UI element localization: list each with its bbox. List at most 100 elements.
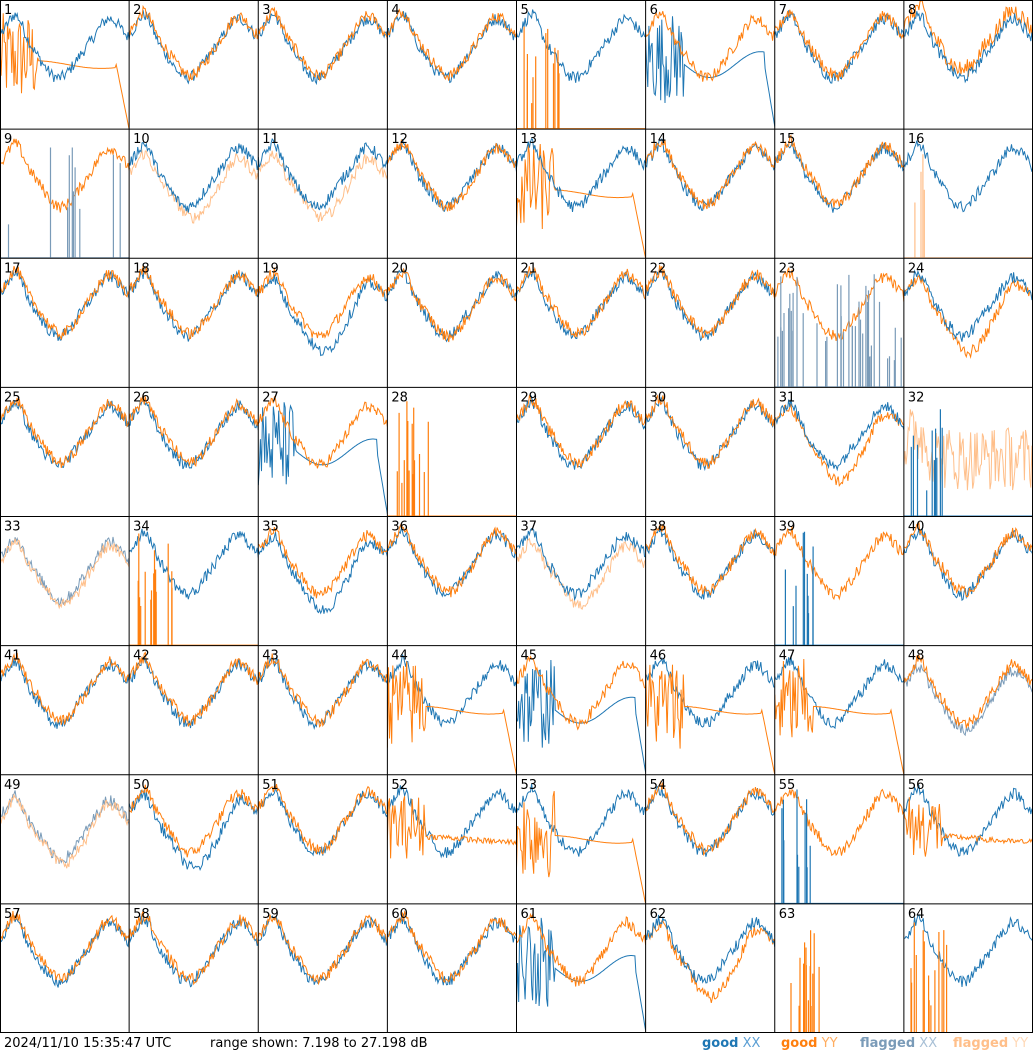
panel-63 [774,930,904,1033]
legend-flagged-yy-pol: YY [1012,1036,1029,1051]
series-good-xx [645,526,775,600]
panel-label-56: 56 [908,778,925,793]
series-good-yy [903,0,1033,77]
panel-label-37: 37 [521,520,538,535]
series-good-yy [516,394,646,468]
series-good-yy [0,652,130,725]
series-good-yy [903,274,1033,359]
panel-label-42: 42 [133,649,150,664]
panel-label-11: 11 [262,132,279,147]
panel-label-9: 9 [4,132,12,147]
series-good-yy [645,394,775,469]
panel-10 [129,141,259,224]
panel-15 [774,134,904,213]
series-good-yy [645,780,775,857]
panel-39 [774,526,904,646]
series-good-yy [774,788,904,857]
panel-label-54: 54 [650,778,667,793]
series-good-yy [258,653,388,728]
panel-label-24: 24 [908,261,925,276]
series-good-xx [516,9,646,83]
series-good-xx [903,11,1033,84]
panel-37 [516,527,646,610]
series-flagged-xx [0,790,130,864]
series-good-xx [387,653,517,728]
panel-label-60: 60 [391,907,408,922]
timestamp: 2024/11/10 15:35:47 UTC [4,1036,172,1051]
panel-label-19: 19 [262,261,279,276]
panel-label-10: 10 [133,132,150,147]
panel-label-62: 62 [650,907,667,922]
panel-label-48: 48 [908,649,925,664]
panel-64 [903,913,1033,1033]
series-good-yy [645,265,775,339]
panel-label-22: 22 [650,261,667,276]
panel-label-49: 49 [4,778,21,793]
series-good-yy [258,784,388,855]
panel-label-18: 18 [133,261,150,276]
panel-14 [645,137,775,211]
series-good-xx [774,655,904,730]
series-good-yy [387,8,517,81]
panel-42 [129,651,259,729]
series-good-yy [129,265,259,340]
series-good-yy [0,910,130,983]
series-good-xx [387,526,517,598]
series-good-xx [258,786,388,857]
panel-29 [516,394,646,470]
series-good-xx [903,526,1033,602]
series-good-yy [387,909,517,984]
panel-41 [0,652,130,729]
panel-1 [0,11,130,130]
series-good-xx [516,659,646,773]
panel-label-3: 3 [262,3,270,18]
panel-45 [516,655,646,773]
series-good-xx [645,656,775,728]
series-good-xx [645,396,775,472]
panel-21 [516,266,646,340]
series-good-xx [645,137,775,211]
legend-flagged-xx-word: flagged [860,1036,916,1051]
panel-label-46: 46 [650,649,667,664]
series-good-yy [129,651,259,727]
panel-61 [516,912,646,1031]
panel-25 [0,397,130,469]
series-good-yy [129,4,259,81]
series-good-yy [129,394,259,468]
panel-label-20: 20 [391,261,408,276]
series-good-yy [774,134,904,208]
panel-58 [129,910,259,988]
series-good-xx [774,140,904,213]
legend-good-yy-word: good [781,1036,818,1051]
series-good-xx [258,531,388,615]
series-good-xx [903,140,1033,213]
panel-label-21: 21 [521,261,538,276]
panel-label-52: 52 [391,778,408,793]
series-good-yy [645,139,775,210]
legend-flagged-yy-word: flagged [953,1036,1009,1051]
series-good-yy [645,920,775,1004]
panel-47 [774,655,904,775]
panel-28 [387,401,517,517]
series-good-xx [258,137,388,211]
panel-49 [0,790,130,869]
panel-48 [903,653,1033,737]
panel-46 [645,656,775,775]
range-text: range shown: 7.198 to 27.198 dB [210,1036,428,1051]
series-good-yy [516,143,646,259]
panel-4 [387,8,517,84]
series-good-xx [774,399,904,472]
panel-57 [0,910,130,988]
panel-56 [903,784,1033,857]
series-good-xx [387,913,517,986]
panel-label-2: 2 [133,3,141,18]
series-good-yy [774,403,904,487]
panel-53 [516,783,646,904]
series-good-xx [0,915,130,988]
series-good-yy [258,6,388,82]
panel-5 [516,9,646,130]
series-good-xx [903,784,1033,857]
panel-33 [0,536,130,610]
panel-19 [258,267,388,357]
series-good-yy [0,266,130,341]
